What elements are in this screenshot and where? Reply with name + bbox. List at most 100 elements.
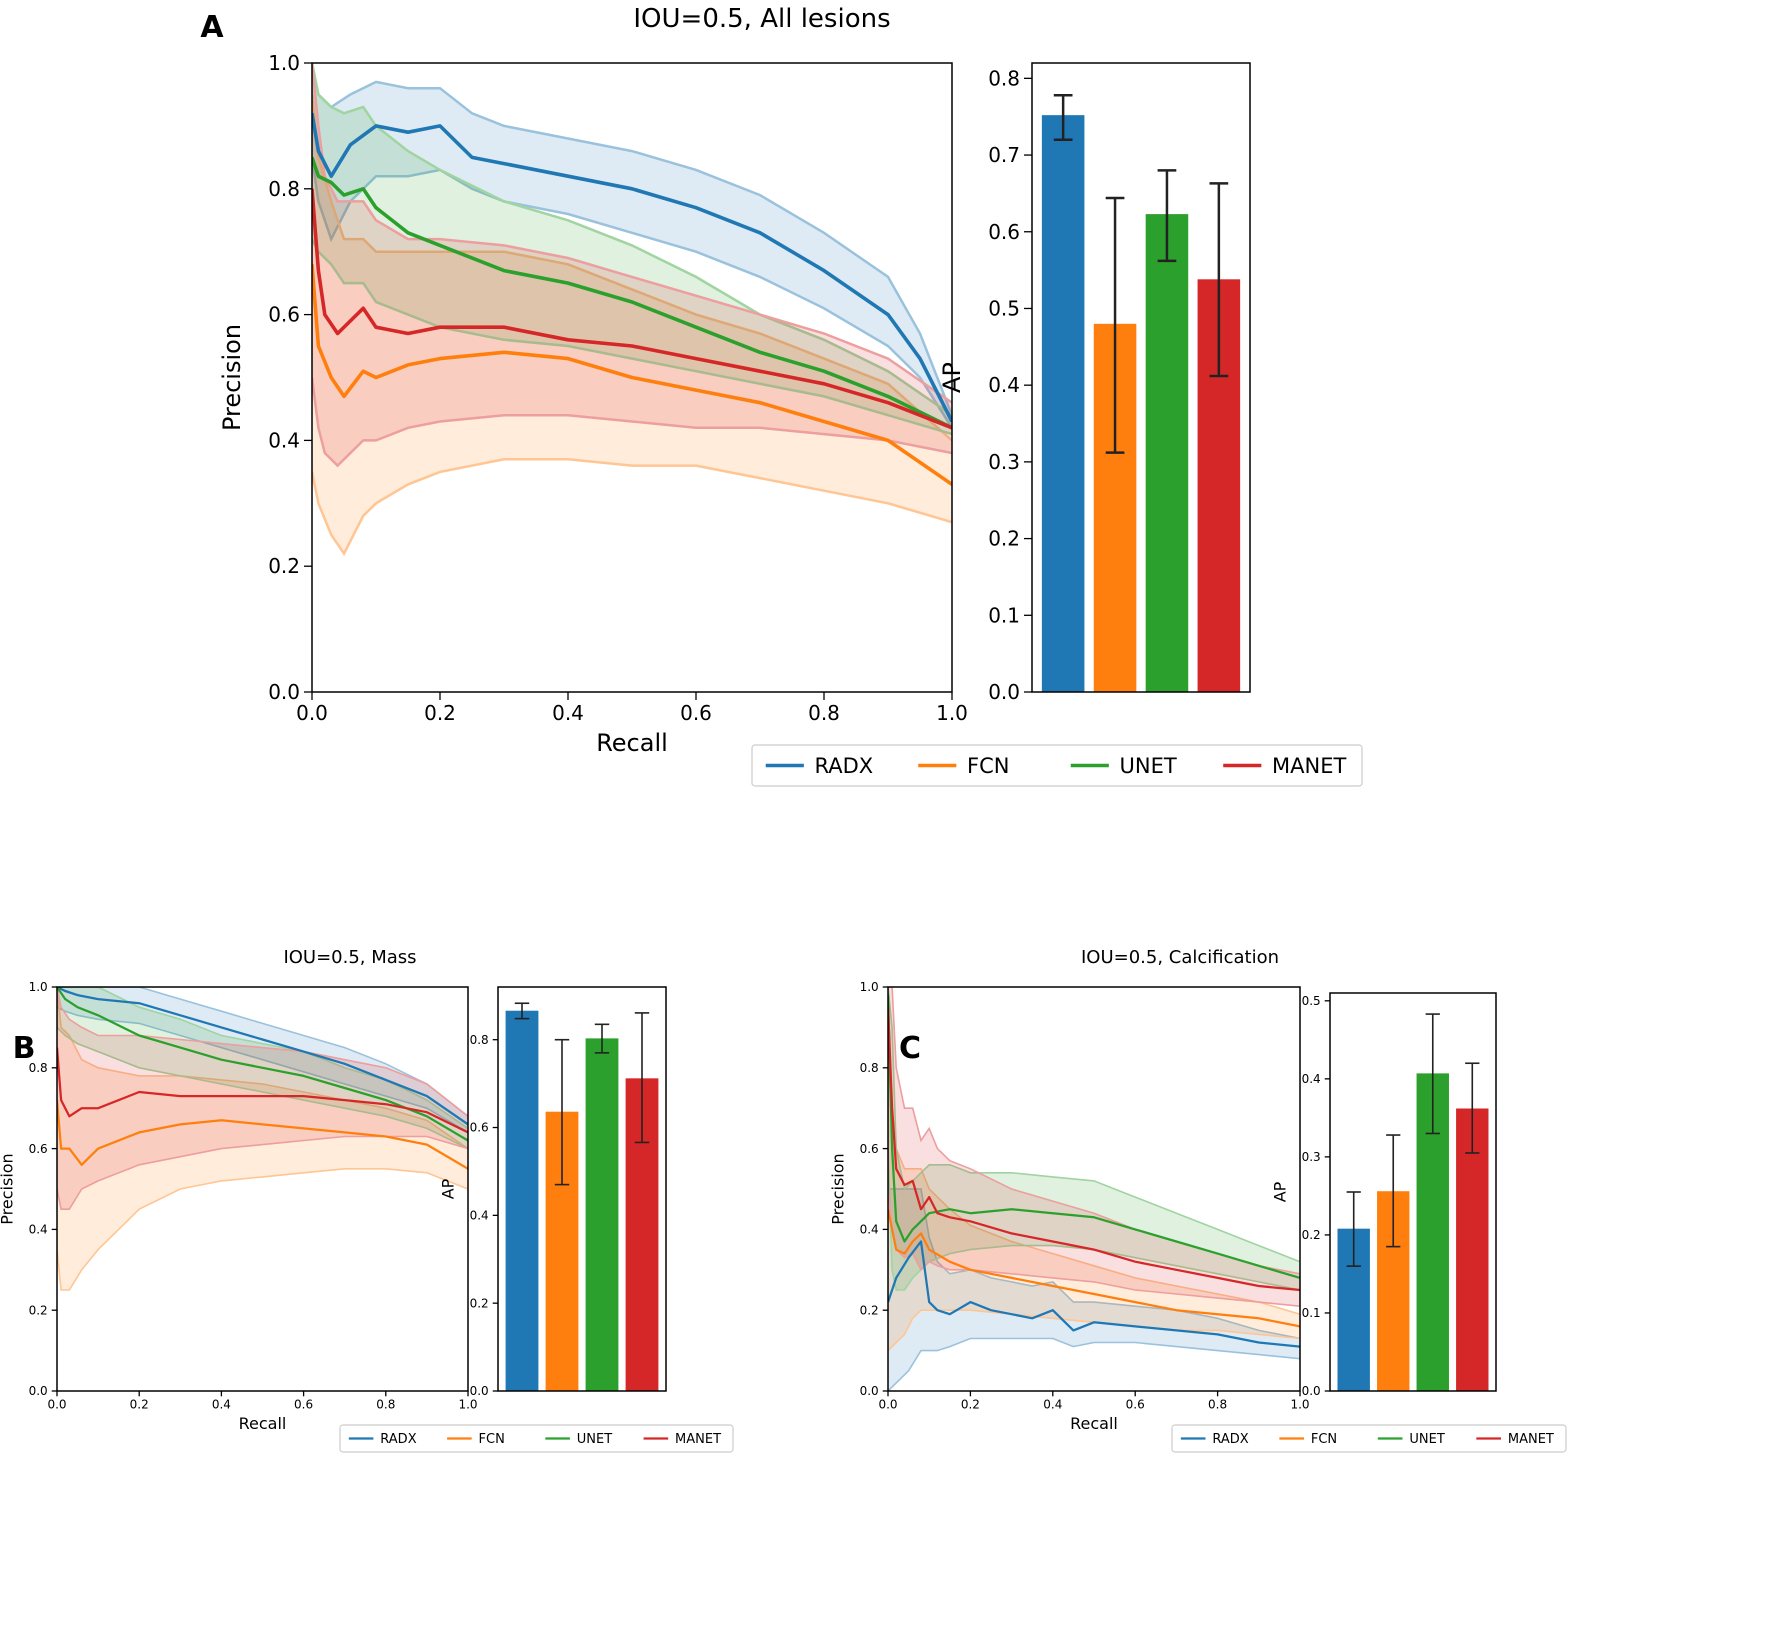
band-radx (888, 1189, 1300, 1391)
curve-radx (888, 1240, 1300, 1348)
curve-manet (57, 1047, 468, 1134)
bar-y-tick-label: 0.0 (470, 1384, 489, 1398)
x-tick-label: 0.4 (212, 1397, 231, 1411)
trace-upper-manet (57, 987, 468, 1117)
y-tick-label: 0.2 (268, 554, 300, 578)
curve-fcn (57, 1100, 468, 1170)
trace-upper-fcn (312, 94, 952, 442)
trace-lower-fcn (888, 1309, 1300, 1352)
legend-box (751, 744, 1363, 787)
curve-manet (888, 1007, 1300, 1292)
curve-manet (312, 188, 952, 430)
trace-upper-manet (312, 63, 952, 404)
x-tick-label: 1.0 (936, 701, 968, 725)
curve-fcn (312, 264, 952, 486)
bar-y-tick-label: 0.5 (988, 296, 1020, 320)
band-unet (312, 63, 952, 435)
x-tick-label: 0.8 (376, 1397, 395, 1411)
trace-upper-fcn (888, 1067, 1300, 1315)
legend-label-radx: RADX (380, 1432, 416, 1447)
legend-label-fcn: FCN (1311, 1432, 1337, 1447)
legend-label-radx: RADX (1212, 1432, 1248, 1447)
pr-plot-area (57, 987, 468, 1291)
band-unet (888, 987, 1300, 1290)
trace-lower-fcn (57, 1168, 468, 1291)
curve-unet (888, 995, 1300, 1279)
band-fcn (888, 1067, 1300, 1351)
trace-lower-manet (312, 377, 952, 468)
x-tick-label: 0.2 (961, 1397, 980, 1411)
y-tick-label: 0.4 (860, 1223, 879, 1237)
trace-lower-manet (888, 1188, 1300, 1307)
bar-y-axis-label: AP (938, 362, 966, 393)
y-tick-label: 1.0 (860, 980, 879, 994)
x-tick-label: 0.6 (294, 1397, 313, 1411)
chart-title: IOU=0.5, Calcification (1081, 947, 1279, 968)
trace-lower-radx (888, 1337, 1300, 1391)
pr-plot-area (312, 63, 952, 557)
legend-label-unet: UNET (1409, 1432, 1444, 1447)
bar-y-tick-label: 0.2 (470, 1296, 489, 1310)
bar-axes-frame (1329, 992, 1497, 1392)
x-tick-label: 0.4 (552, 701, 584, 725)
legend-label-unet: UNET (577, 1432, 612, 1447)
x-tick-label: 0.8 (1208, 1397, 1227, 1411)
legend-box (339, 1424, 734, 1453)
band-fcn (57, 987, 468, 1290)
trace-upper-unet (312, 63, 952, 417)
x-tick-label: 0.2 (424, 701, 456, 725)
legend-box (1171, 1424, 1567, 1453)
bar-y-tick-label: 0.4 (470, 1209, 489, 1223)
curve-radx (57, 987, 468, 1126)
trace-lower-unet (312, 238, 952, 436)
y-axis-label: Precision (0, 1153, 17, 1224)
ap-bar-manet (1456, 1108, 1489, 1391)
trace-lower-unet (888, 1148, 1300, 1291)
x-tick-label: 0.6 (1126, 1397, 1145, 1411)
bar-y-tick-label: 0.1 (988, 603, 1020, 627)
legend-label-manet: MANET (675, 1432, 721, 1447)
chart-title: IOU=0.5, Mass (283, 947, 416, 968)
panel-label-a: A (200, 10, 224, 45)
bar-y-tick-label: 0.4 (1302, 1072, 1321, 1086)
bar-y-tick-label: 0.3 (988, 450, 1020, 474)
y-tick-label: 0.6 (860, 1142, 879, 1156)
legend-label-unet: UNET (1120, 754, 1177, 778)
bar-y-axis-label: AP (1271, 1181, 1290, 1202)
trace-upper-radx (312, 63, 952, 416)
panel-c: IOU=0.5, Calcification 0.0 0.2 0.4 0.6 0.8 1.0… (829, 947, 1567, 1453)
x-axis-label: Recall (1070, 1414, 1118, 1433)
x-tick-label: 0.0 (47, 1397, 66, 1411)
bar-y-tick-label: 0.6 (988, 220, 1020, 244)
curve-radx (312, 112, 952, 423)
legend-label-manet: MANET (1508, 1432, 1554, 1447)
x-tick-label: 0.0 (296, 701, 328, 725)
x-tick-label: 0.6 (680, 701, 712, 725)
y-tick-label: 0.0 (860, 1384, 879, 1398)
curve-fcn (888, 1208, 1300, 1328)
bar-y-tick-label: 0.7 (988, 143, 1020, 167)
band-fcn (312, 94, 952, 554)
x-axis-label: Recall (596, 729, 668, 757)
y-tick-label: 0.0 (29, 1384, 48, 1398)
curve-unet (57, 987, 468, 1142)
panel-label-b: B (13, 1031, 36, 1066)
bar-axes-frame (1031, 62, 1251, 693)
x-tick-label: 1.0 (458, 1397, 477, 1411)
trace-lower-fcn (312, 458, 952, 557)
bar-y-tick-label: 0.2 (1302, 1228, 1321, 1242)
x-axis-label: Recall (239, 1414, 287, 1433)
band-manet (312, 63, 952, 466)
bar-y-tick-label: 0.1 (1302, 1306, 1321, 1320)
bar-y-tick-label: 0.3 (1302, 1150, 1321, 1164)
y-tick-label: 0.2 (29, 1303, 48, 1317)
panel-a: IOU=0.5, All lesions 0.0 0.2 0.4 0.6 0.8 1.0 0.… (218, 4, 1363, 787)
band-radx (312, 63, 952, 428)
ap-bar-unet (585, 1038, 619, 1391)
trace-lower-unet (57, 1026, 468, 1150)
legend-label-fcn: FCN (967, 754, 1009, 778)
y-tick-label: 1.0 (268, 51, 300, 75)
y-tick-label: 0.8 (268, 177, 300, 201)
pr-axes-frame (887, 986, 1301, 1392)
